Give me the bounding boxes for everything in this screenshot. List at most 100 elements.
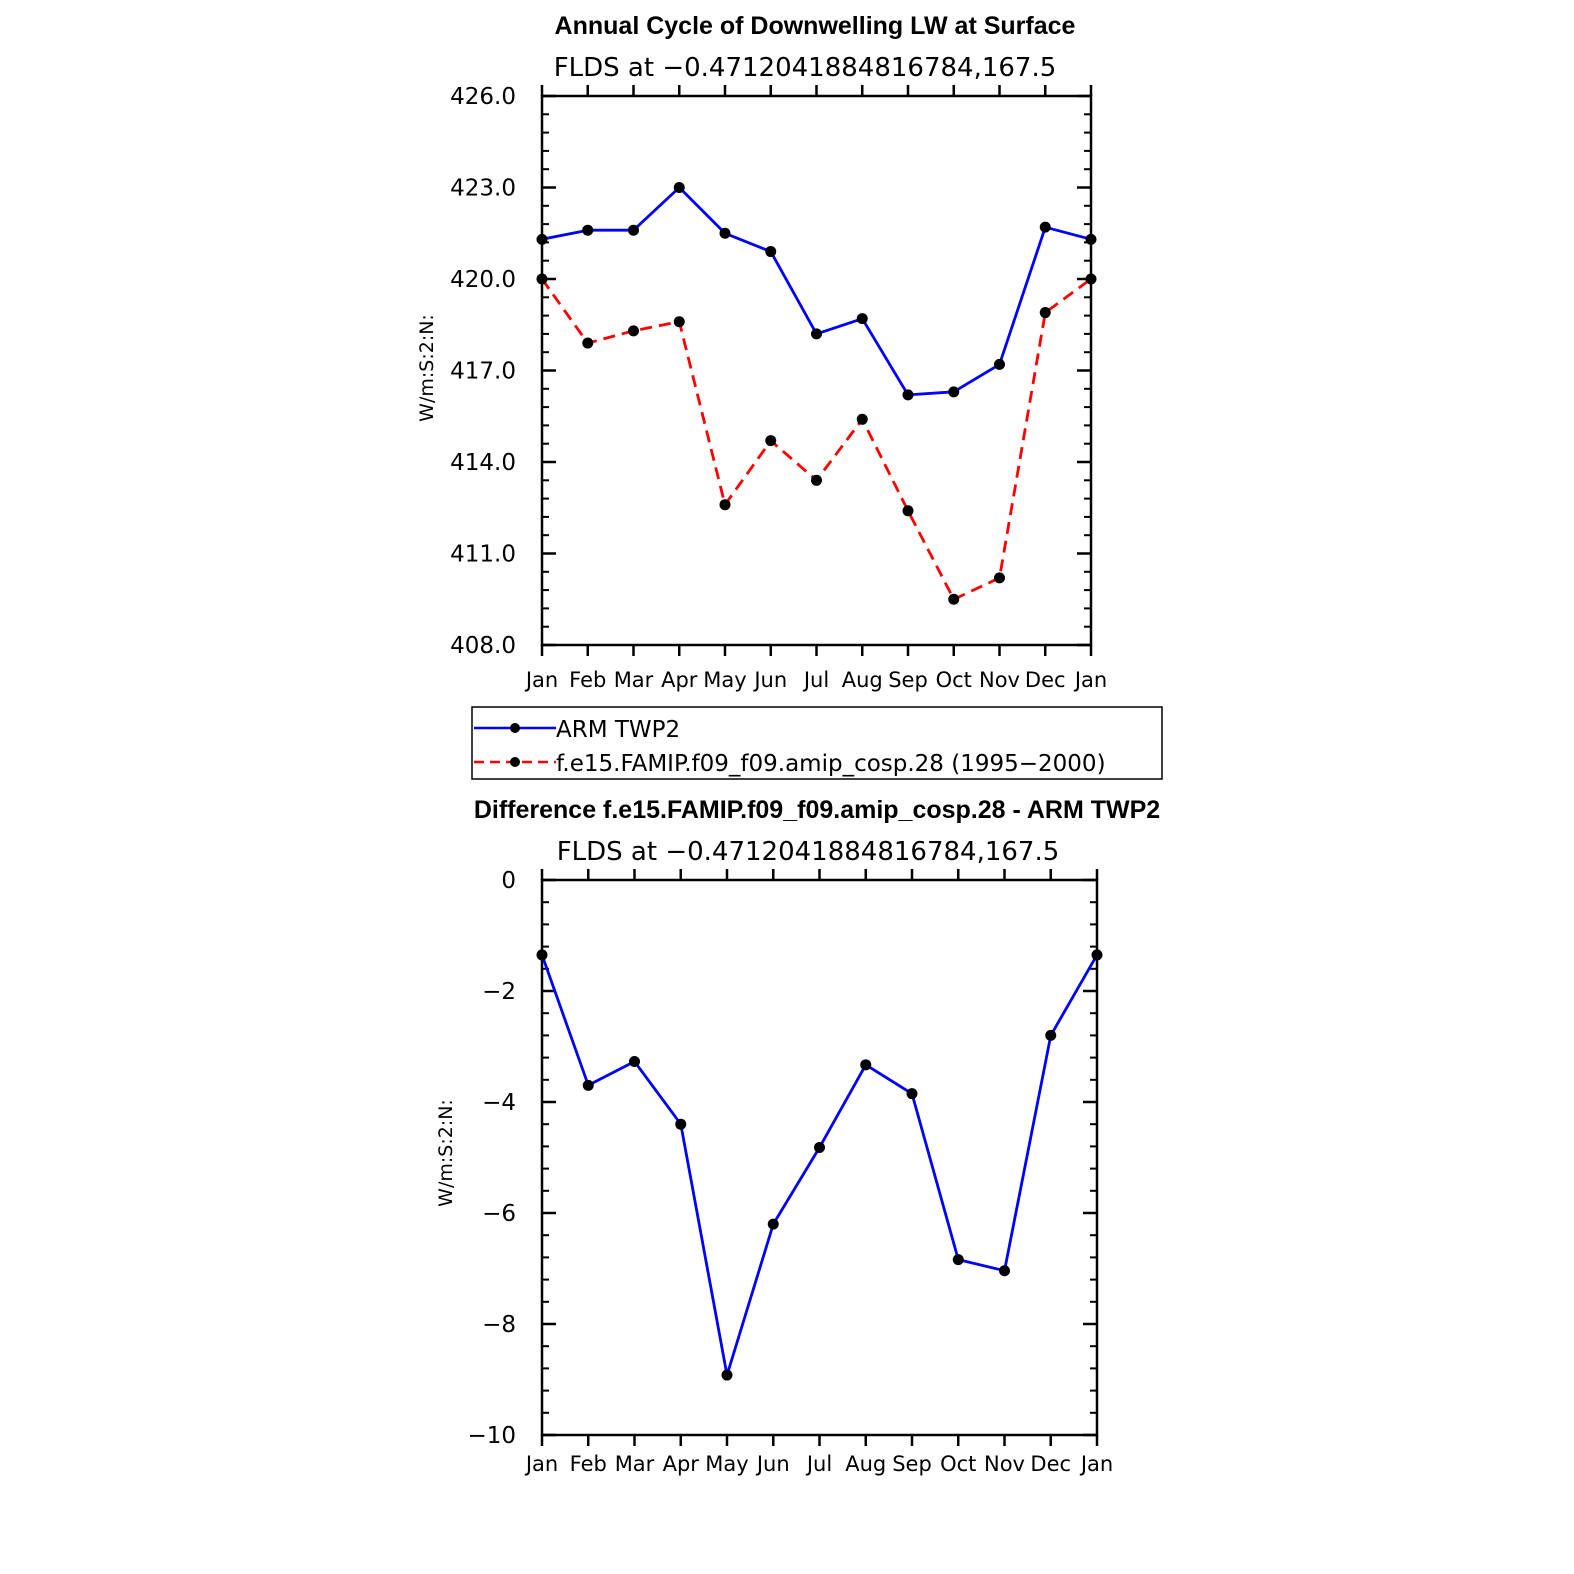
data-point [948, 593, 960, 605]
data-point [582, 337, 594, 349]
data-point [673, 182, 685, 193]
x-tick-label: Jan [524, 668, 558, 692]
data-point [948, 386, 960, 398]
legend-marker-arm-twp2 [510, 723, 520, 733]
y-tick-label: −6 [482, 1201, 516, 1227]
x-tick-label: Feb [569, 668, 606, 692]
data-point [765, 246, 777, 258]
legend: ARM TWP2 f.e15.FAMIP.f09_f09.amip_cosp.2… [471, 706, 1163, 780]
x-tick-label: Jun [752, 668, 787, 692]
y-tick-label: 420.0 [450, 267, 516, 293]
y-tick-label: 0 [501, 868, 516, 894]
x-tick-label: Mar [614, 668, 654, 692]
plot-frame [540, 878, 1099, 1437]
x-tick-label: Aug [842, 668, 883, 692]
y-tick-label: −10 [467, 1423, 516, 1449]
chart-title: Annual Cycle of Downwelling LW at Surfac… [555, 12, 1076, 40]
plot-area: −10 −8 −6 −4 −2 0 Jan Feb Mar Apr May Jun Jul Aug Sep O… [467, 868, 1113, 1476]
x-tick-label: Jun [755, 1452, 790, 1476]
x-tick-label: Apr [661, 668, 698, 692]
chart-subtitle: FLDS at −0.4712041884816784,167.5 [557, 837, 1060, 867]
x-tick-label: May [705, 1452, 748, 1476]
x-tick-label: Sep [888, 668, 928, 692]
y-tick-label: −8 [482, 1312, 516, 1338]
data-point [814, 1142, 825, 1154]
data-point [811, 474, 822, 486]
chart-title: Difference f.e15.FAMIP.f09_f09.amip_cosp… [474, 796, 1160, 824]
data-point [765, 435, 777, 447]
x-tick-label: Dec [1030, 1452, 1071, 1476]
data-point [999, 1265, 1010, 1277]
y-tick-label: 414.0 [450, 450, 516, 476]
data-point [582, 224, 594, 236]
data-point [767, 1218, 779, 1230]
x-tick-label: Oct [940, 1452, 976, 1476]
data-point [628, 224, 639, 236]
data-point [860, 1059, 872, 1071]
x-tick-label: Jan [524, 1452, 558, 1476]
legend-label-model: f.e15.FAMIP.f09_f09.amip_cosp.28 (1995−2… [556, 751, 1106, 777]
data-point [811, 328, 822, 340]
data-point [582, 1079, 594, 1091]
plot-area: 408.0 411.0 414.0 417.0 420.0 423.0 426.0 Jan Fe… [450, 84, 1107, 692]
data-point [673, 316, 685, 328]
y-tick-label: 411.0 [450, 542, 516, 568]
y-tick-label: 408.0 [450, 633, 516, 659]
y-axis-label: W/m:S:2:N: [416, 314, 438, 422]
data-point [719, 499, 731, 511]
x-tick-label: Sep [892, 1452, 932, 1476]
data-point [1045, 1029, 1057, 1041]
data-point [994, 358, 1005, 370]
data-point [721, 1369, 733, 1381]
data-point [856, 313, 868, 325]
data-point [1039, 221, 1051, 233]
legend-label-arm-twp2: ARM TWP2 [556, 717, 680, 743]
data-point [1039, 307, 1051, 319]
difference-panel: Difference f.e15.FAMIP.f09_f09.amip_cosp… [435, 796, 1160, 1476]
x-tick-label: Nov [979, 668, 1020, 692]
x-tick-label: Nov [984, 1452, 1025, 1476]
data-point [902, 389, 914, 401]
y-tick-label: −4 [482, 1090, 516, 1116]
legend-marker-model [510, 757, 520, 767]
data-point [536, 949, 548, 961]
annual-cycle-panel: Annual Cycle of Downwelling LW at Surfac… [416, 12, 1163, 780]
series-line-0 [540, 954, 1099, 1377]
x-tick-label: Jan [1079, 1452, 1113, 1476]
data-point [1091, 949, 1103, 961]
data-point [994, 572, 1005, 584]
x-tick-label: Feb [570, 1452, 607, 1476]
x-tick-label: Apr [663, 1452, 700, 1476]
y-axis-label: W/m:S:2:N: [435, 1099, 457, 1207]
x-tick-label: Jan [1073, 668, 1107, 692]
x-tick-label: Jul [805, 1452, 832, 1476]
data-point [906, 1088, 918, 1100]
y-tick-label: 423.0 [450, 176, 516, 202]
x-tick-label: Mar [615, 1452, 655, 1476]
plot-frame [540, 94, 1093, 647]
legend-box [471, 706, 1163, 780]
x-tick-label: May [703, 668, 746, 692]
series-line-1 [540, 277, 1092, 601]
series-line-0 [541, 186, 1092, 397]
data-point [536, 233, 548, 245]
y-tick-label: 417.0 [450, 359, 516, 385]
y-tick-label: 426.0 [450, 84, 516, 110]
y-tick-label: −2 [482, 979, 516, 1005]
data-point [856, 413, 868, 425]
x-tick-label: Dec [1025, 668, 1066, 692]
data-point [719, 227, 731, 239]
data-point [628, 325, 639, 337]
data-point [536, 273, 548, 285]
x-tick-label: Jul [802, 668, 829, 692]
data-point [1085, 273, 1097, 285]
data-point [675, 1118, 687, 1130]
chart-subtitle: FLDS at −0.4712041884816784,167.5 [554, 53, 1057, 83]
data-point [629, 1055, 640, 1067]
data-point [952, 1254, 964, 1266]
data-point [902, 505, 914, 517]
x-tick-label: Oct [936, 668, 972, 692]
data-point [1085, 233, 1097, 245]
x-tick-label: Aug [845, 1452, 886, 1476]
